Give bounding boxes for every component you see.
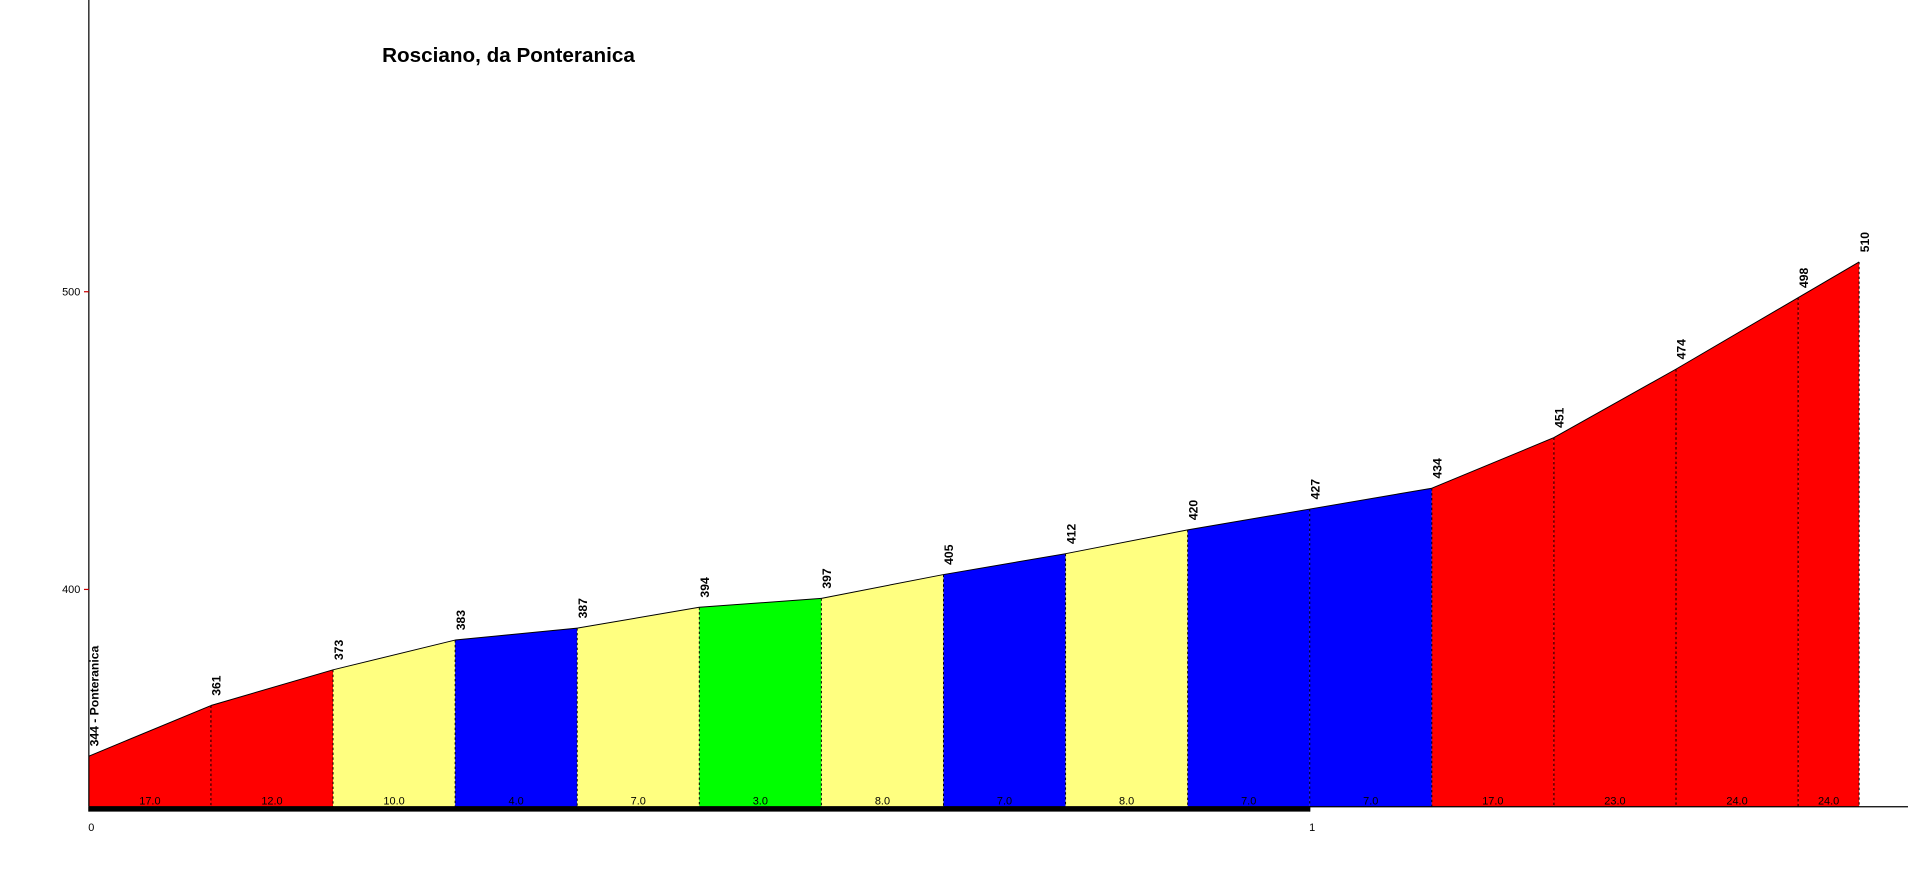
elevation-label: 474	[1675, 339, 1689, 360]
grade-label: 12.0	[261, 795, 282, 807]
grade-label: 17.0	[1482, 795, 1503, 807]
profile-edge	[455, 627, 578, 641]
elevation-label: 510	[1858, 232, 1872, 253]
grade-label: 8.0	[875, 795, 890, 807]
elevation-label: 361	[210, 675, 224, 696]
elevation-label: 373	[332, 640, 346, 661]
profile-segment	[577, 607, 700, 807]
chart-title: Rosciano, da Ponteranica	[382, 44, 635, 67]
profile-edge	[699, 597, 822, 608]
profile-edge	[88, 705, 212, 757]
elevation-label: 434	[1431, 458, 1445, 479]
grade-label: 7.0	[1241, 795, 1256, 807]
elevation-label: 412	[1064, 523, 1078, 544]
profile-edge	[1797, 261, 1860, 299]
elevation-label: 394	[698, 577, 712, 598]
profile-edge	[210, 669, 334, 706]
profile-segment	[1798, 261, 1860, 807]
profile-segment	[1431, 437, 1554, 807]
profile-segment	[88, 705, 211, 807]
y-tick-label: 500	[62, 286, 80, 298]
grade-label: 24.0	[1818, 795, 1839, 807]
profile-edge	[1187, 508, 1310, 531]
profile-edge	[1065, 529, 1188, 555]
profile-edge	[1431, 437, 1555, 489]
profile-edge	[1553, 368, 1677, 439]
elevation-label: 405	[942, 544, 956, 565]
grade-label: 23.0	[1604, 795, 1625, 807]
grade-label: 10.0	[383, 795, 404, 807]
profile-segment	[821, 574, 944, 807]
profile-edge	[332, 639, 456, 671]
profile-segment	[455, 628, 578, 807]
y-tick-label: 400	[62, 584, 80, 596]
elevation-label: 451	[1553, 407, 1567, 428]
profile-edge	[1675, 297, 1799, 370]
profile-edge	[577, 606, 700, 629]
profile-segment	[210, 669, 334, 807]
elevation-label: 387	[576, 598, 590, 619]
elevation-label: 420	[1186, 500, 1200, 521]
x-tick-label: 1	[1309, 822, 1315, 834]
profile-segment	[1309, 488, 1432, 807]
elevation-label: 498	[1797, 267, 1811, 288]
grade-label: 7.0	[631, 795, 646, 807]
profile-segment	[333, 640, 456, 807]
grade-label: 8.0	[1119, 795, 1134, 807]
profile-segment	[943, 553, 1066, 807]
elevation-label: 344 - Ponteranica	[88, 645, 102, 746]
profile-segment	[1065, 529, 1188, 807]
grade-label: 24.0	[1726, 795, 1747, 807]
elevation-label: 383	[454, 610, 468, 631]
profile-edge	[821, 574, 944, 599]
x-tick-label: 0	[88, 822, 94, 834]
km-bar	[88, 806, 1310, 812]
elevation-label: 397	[820, 568, 834, 589]
profile-segment	[1553, 369, 1677, 807]
profile-segment	[699, 598, 822, 807]
profile-segment	[1676, 297, 1799, 807]
grade-label: 3.0	[753, 795, 768, 807]
grade-label: 17.0	[139, 795, 160, 807]
profile-edge	[943, 553, 1066, 576]
profile-edge	[1309, 487, 1432, 510]
elevation-label: 427	[1308, 479, 1322, 500]
profile-segment	[1187, 509, 1310, 807]
grade-label: 7.0	[1363, 795, 1378, 807]
grade-label: 4.0	[509, 795, 524, 807]
grade-label: 7.0	[997, 795, 1012, 807]
